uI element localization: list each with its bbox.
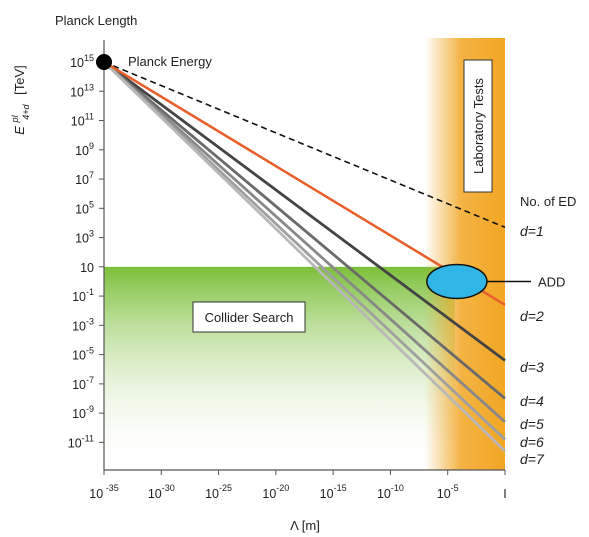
planck-energy-label: Planck Energy — [128, 54, 212, 69]
collider-search-region — [104, 266, 455, 470]
add-ellipse — [426, 263, 488, 300]
y-axis-label-main: E — [12, 126, 27, 135]
laboratory-tests-box: Laboratory Tests — [463, 59, 493, 193]
y-axis-label-sup: pl — [10, 114, 20, 123]
x-tick-label: 10-10 — [377, 483, 404, 501]
y-axis-ticks: 1015 1013 1011 109 107 105 103 10 10-1 10-3 10-5 10… — [68, 53, 104, 450]
y-tick-label: 1013 — [70, 82, 94, 99]
y-tick-label: 10-7 — [72, 375, 94, 392]
series-label-d1: d=1 — [520, 223, 544, 239]
series-label-d2: d=2 — [520, 308, 544, 324]
y-tick-label: 105 — [75, 199, 94, 216]
y-tick-label: 109 — [75, 141, 94, 158]
y-tick-label: 10 — [80, 261, 94, 275]
chart-title: Planck Length — [55, 13, 137, 28]
collider-search-label: Collider Search — [205, 310, 294, 325]
y-tick-label: 10-9 — [72, 404, 94, 421]
svg-text:E pl 4+d [Te: E pl 4+d [TeV] — [6, 65, 32, 134]
x-tick-label: 10-20 — [262, 483, 289, 501]
x-axis-label: Λ [m] — [290, 518, 320, 533]
series-label-d3: d=3 — [520, 359, 544, 375]
x-tick-label: 10 -35 — [89, 483, 118, 501]
laboratory-tests-label: Laboratory Tests — [471, 78, 486, 174]
series-lines — [103, 60, 506, 453]
y-tick-label: 1011 — [71, 112, 94, 129]
series-line-d3 — [103, 60, 506, 362]
add-label: ADD — [538, 274, 565, 289]
axes — [103, 40, 505, 471]
y-tick-label: 107 — [75, 170, 94, 187]
y-tick-label: 10-11 — [68, 433, 94, 450]
y-tick-label: 10-1 — [72, 287, 94, 304]
y-tick-label: 10-5 — [72, 346, 94, 363]
y-axis-label-sub: 4+d — [21, 104, 31, 120]
series-label-d5: d=5 — [520, 416, 544, 432]
collider-search-box — [192, 301, 306, 333]
legend-title: No. of ED — [520, 194, 576, 209]
series-label-d7: d=7 — [520, 451, 545, 467]
series-label-d6: d=6 — [520, 434, 544, 450]
series-line-d4 — [103, 60, 506, 400]
series-label-d4: d=4 — [520, 393, 544, 409]
series-line-d2-top — [103, 60, 506, 306]
series-line-d5 — [103, 60, 506, 423]
x-tick-label: 10-5 — [437, 483, 459, 501]
x-tick-label: I — [503, 487, 506, 501]
x-tick-label: 10-30 — [148, 483, 175, 501]
series-labels: d=1 d=2 d=3 d=4 d=5 d=6d=7 — [520, 223, 545, 467]
x-tick-label: 10-15 — [320, 483, 347, 501]
y-axis-label: E pl 4+d [TeV] — [6, 65, 32, 134]
y-tick-label: 103 — [75, 229, 94, 246]
y-tick-label: 10-3 — [72, 316, 94, 333]
series-line-d1 — [103, 61, 506, 229]
y-tick-label: 1015 — [70, 53, 94, 70]
y-axis-label-unit: [TeV] — [12, 65, 27, 95]
x-tick-label: 10-25 — [205, 483, 232, 501]
x-axis-ticks: 10 -35 10-30 10-25 10-20 10-15 10-10 10-5 I — [89, 470, 507, 501]
planck-energy-point — [96, 54, 112, 70]
series-line-d7 — [103, 60, 506, 453]
